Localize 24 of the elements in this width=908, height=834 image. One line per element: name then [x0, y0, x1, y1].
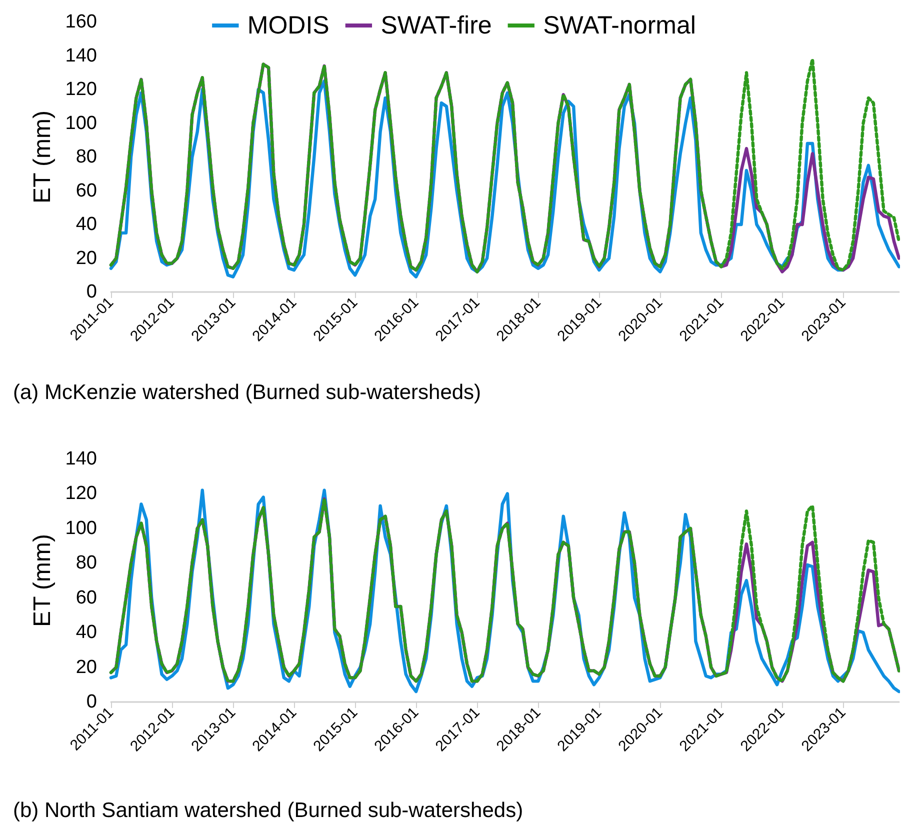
y-tick-label: 140 [65, 448, 97, 470]
y-tick-label: 40 [76, 214, 97, 235]
y-tick-label: 160 [65, 12, 97, 32]
y-tick-label: 80 [76, 552, 97, 574]
legend-label: SWAT-fire [380, 12, 492, 40]
y-tick-label: 60 [76, 180, 97, 202]
legend-label: SWAT-normal [543, 12, 696, 40]
y-tick-label: 100 [65, 518, 97, 539]
y-tick-label: 20 [76, 248, 97, 269]
y-tick-label: 0 [86, 282, 97, 302]
y-axis-title: ET (mm) [28, 110, 56, 204]
y-tick-label: 40 [76, 622, 97, 644]
text: (a) McKenzie watershed (Burned sub-watersheds) [13, 381, 482, 404]
legend-label: MODIS [247, 12, 330, 40]
y-tick-label: 0 [86, 692, 97, 712]
text: (b) North Santiam watershed (Burned sub-watersheds) [13, 799, 524, 822]
y-axis-title: ET (mm) [28, 534, 56, 627]
y-tick-label: 60 [76, 587, 97, 608]
y-tick-label: 80 [76, 146, 97, 168]
y-tick-label: 120 [65, 483, 97, 504]
y-tick-label: 100 [65, 112, 97, 134]
y-tick-label: 120 [65, 79, 97, 100]
y-tick-label: 140 [65, 45, 97, 66]
y-tick-label: 20 [76, 656, 97, 678]
